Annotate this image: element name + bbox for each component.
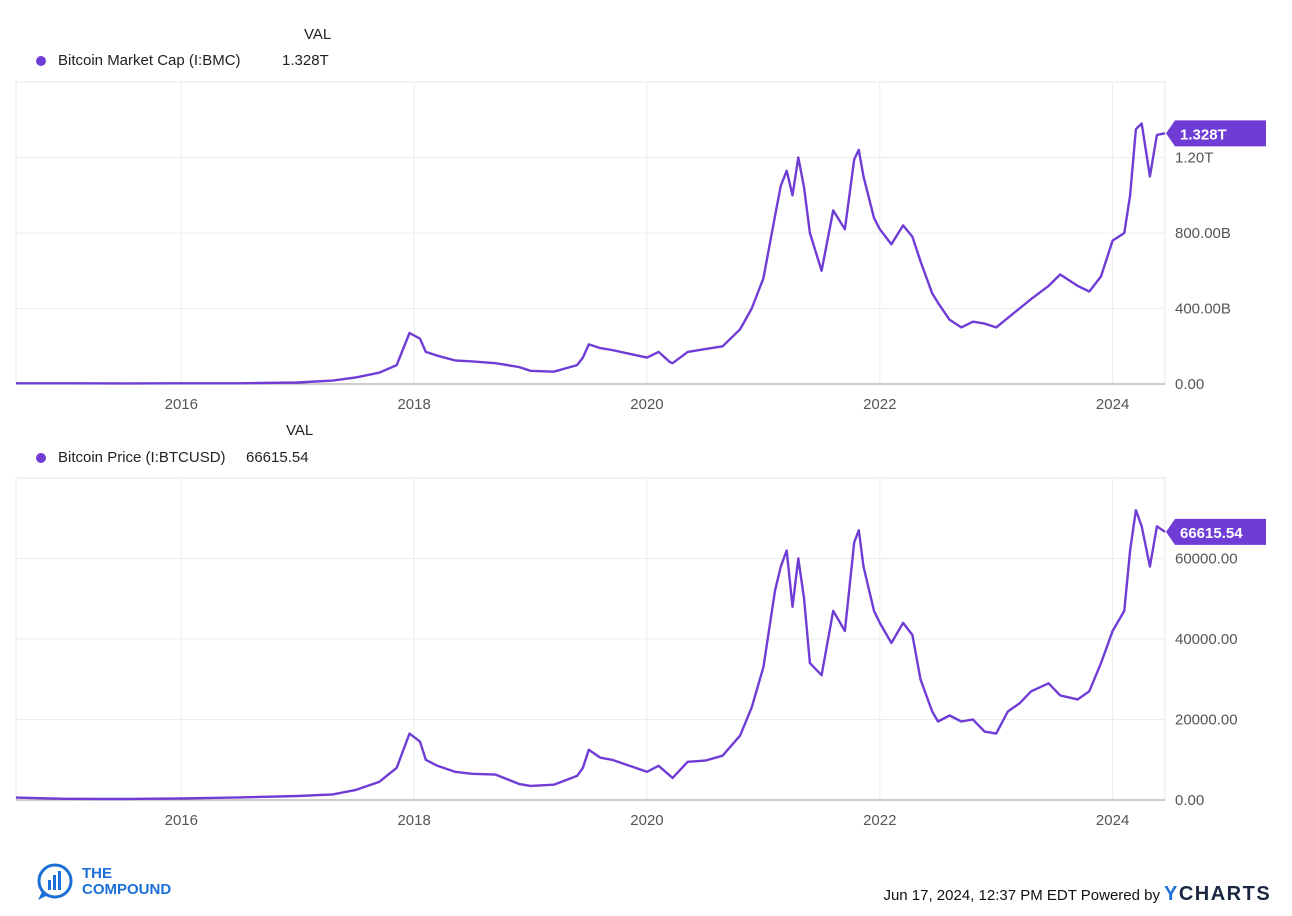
ycharts-logo-y: Y [1164, 883, 1179, 905]
y-tick-label: 20000.00 [1175, 712, 1238, 729]
x-tick-label: 2024 [1096, 812, 1129, 829]
x-tick-label: 2020 [630, 396, 663, 413]
footer-timestamp: Jun 17, 2024, 12:37 PM EDT Powered by [883, 887, 1160, 904]
x-tick-label: 2018 [397, 396, 430, 413]
legend-dot [36, 452, 46, 463]
y-tick-label: 0.00 [1175, 376, 1204, 393]
legend-series-row: Bitcoin Price (I:BTCUSD) [36, 449, 226, 466]
last-value-label: 66615.54 [1180, 525, 1243, 542]
series-line [16, 122, 1166, 385]
y-tick-label: 1.20T [1175, 150, 1213, 167]
last-value-label: 1.328T [1180, 126, 1227, 143]
ycharts-logo[interactable]: YCHARTS [1164, 883, 1271, 906]
x-tick-label: 2020 [630, 812, 663, 829]
y-tick-label: 60000.00 [1175, 551, 1238, 568]
compound-logo-icon [37, 863, 73, 900]
x-tick-label: 2016 [165, 396, 198, 413]
y-tick-label: 400.00B [1175, 301, 1231, 318]
series-line [15, 509, 1166, 801]
x-tick-label: 2022 [863, 812, 896, 829]
y-tick-label: 0.00 [1175, 792, 1204, 809]
legend-val-header: VAL [286, 422, 314, 439]
legend-dot [36, 55, 46, 66]
x-tick-label: 2022 [863, 396, 896, 413]
legend-series-row: Bitcoin Market Cap (I:BMC) [36, 52, 241, 69]
logo-text: THE COMPOUND [82, 866, 171, 898]
legend-series-value: 66615.54 [246, 449, 309, 466]
the-compound-logo: THE COMPOUND [36, 862, 171, 902]
logo-line-1: THE [82, 865, 112, 882]
y-tick-label: 800.00B [1175, 225, 1231, 242]
logo-line-2: COMPOUND [82, 881, 172, 898]
ycharts-logo-rest: CHARTS [1178, 883, 1272, 905]
legend-series-value: 1.328T [282, 52, 329, 69]
last-value-flag [1166, 120, 1266, 147]
last-value-flag [1166, 518, 1266, 545]
x-tick-label: 2024 [1096, 396, 1129, 413]
y-tick-label: 40000.00 [1175, 631, 1238, 648]
legend-series-name: Bitcoin Price (I:BTCUSD) [58, 449, 226, 466]
legend-val-header: VAL [304, 26, 332, 43]
legend-series-name: Bitcoin Market Cap (I:BMC) [58, 52, 241, 69]
x-tick-label: 2018 [397, 812, 430, 829]
x-tick-label: 2016 [165, 812, 198, 829]
